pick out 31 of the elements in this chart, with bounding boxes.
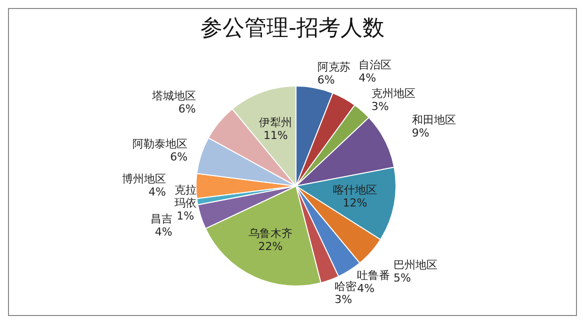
data-label: 22%: [258, 240, 283, 253]
slice-label: 自治区: [358, 58, 392, 72]
slice-label: 克州地区: [371, 86, 416, 100]
data-label: 1%: [176, 210, 194, 223]
data-label: 11%: [263, 129, 288, 142]
slice-label: 伊犁州: [259, 116, 292, 130]
chart-title: 参公管理-招考人数: [200, 15, 386, 43]
slice-label: 克拉玛依: [174, 184, 196, 210]
slice-label: 哈密: [334, 280, 357, 293]
slice-label: 阿克苏: [317, 60, 350, 74]
data-label: 3%: [371, 100, 389, 114]
data-label: 6%: [317, 74, 335, 87]
slice-label: 喀什地区: [332, 184, 377, 197]
slice-label: 乌鲁木齐: [248, 226, 292, 240]
data-label: 6%: [170, 150, 188, 164]
slice-label: 巴州地区: [394, 258, 438, 272]
slice-label: 吐鲁番: [357, 268, 390, 282]
data-label: 4%: [358, 72, 376, 85]
data-label: 4%: [154, 226, 172, 239]
slice-label: 阿勒泰地区: [132, 137, 188, 150]
slice-label: 博州地区: [122, 172, 166, 186]
slice-label: 昌吉: [150, 212, 172, 226]
data-label: 12%: [342, 196, 368, 210]
data-label: 3%: [334, 292, 352, 306]
data-label: 4%: [357, 282, 375, 295]
data-label: 9%: [412, 126, 430, 140]
slice-label: 和田地区: [412, 113, 456, 126]
slice-label: 塔城地区: [150, 90, 196, 103]
data-label: 5%: [394, 271, 411, 284]
data-label: 6%: [178, 102, 196, 116]
data-label: 4%: [148, 186, 166, 199]
